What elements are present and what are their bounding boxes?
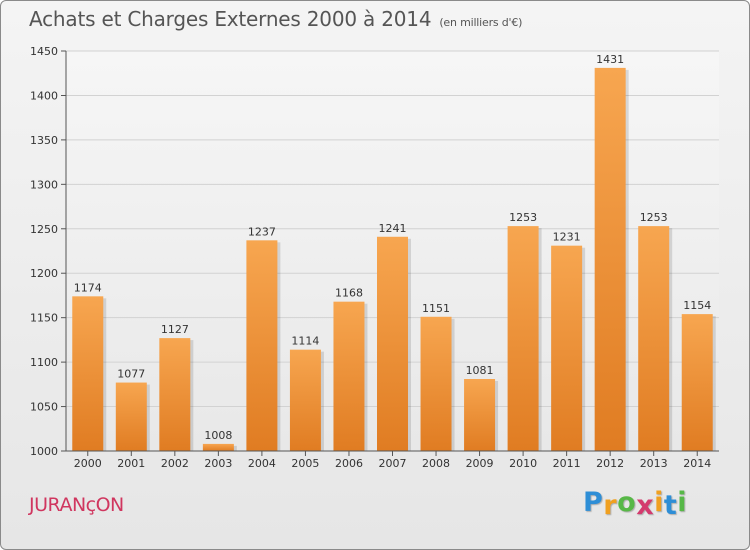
x-tick-label: 2010 bbox=[509, 457, 537, 470]
x-tick-label: 2008 bbox=[422, 457, 450, 470]
y-tick-label: 1350 bbox=[30, 134, 58, 147]
commune-name: JURANçON bbox=[29, 494, 124, 516]
chart-title: Achats et Charges Externes 2000 à 2014 (e… bbox=[29, 7, 522, 31]
y-tick-label: 1400 bbox=[30, 89, 58, 102]
bar-value-label: 1174 bbox=[74, 281, 102, 294]
y-tick-label: 1250 bbox=[30, 223, 58, 236]
logo-letter: o bbox=[617, 487, 637, 518]
bar bbox=[72, 296, 104, 451]
bar bbox=[115, 382, 147, 451]
bar-value-label: 1127 bbox=[161, 323, 189, 336]
chart-subtitle: (en milliers d'€) bbox=[439, 16, 523, 29]
proxiti-logo: Proxiti bbox=[583, 487, 688, 521]
bar bbox=[333, 301, 365, 451]
x-tick-label: 2002 bbox=[161, 457, 189, 470]
bar bbox=[551, 245, 583, 451]
y-tick-label: 1150 bbox=[30, 312, 58, 325]
logo-letter: t bbox=[663, 490, 678, 521]
x-tick-label: 2014 bbox=[683, 457, 711, 470]
data-labels: 1174 1077 1127 1008 1237 1114 1168 1241 1151 1081… bbox=[74, 53, 711, 442]
bar bbox=[594, 67, 626, 451]
y-tick-label: 1450 bbox=[30, 45, 58, 58]
logo-letter: x bbox=[636, 490, 655, 521]
bar-value-label: 1114 bbox=[291, 335, 319, 348]
chart-title-text: Achats et Charges Externes 2000 à 2014 bbox=[29, 7, 432, 31]
bar-value-label: 1253 bbox=[509, 211, 537, 224]
bars bbox=[72, 67, 713, 451]
bar-value-label: 1231 bbox=[553, 231, 581, 244]
bar-value-label: 1081 bbox=[466, 364, 494, 377]
y-tick-label: 1300 bbox=[30, 178, 58, 191]
axes: 1000 1050 1100 1150 1200 1250 1300 1350 1400 1450… bbox=[30, 45, 719, 470]
y-tick-label: 1000 bbox=[30, 445, 58, 458]
bar bbox=[507, 226, 539, 451]
bar bbox=[159, 338, 191, 451]
x-tick-label: 2001 bbox=[117, 457, 145, 470]
y-tick-label: 1200 bbox=[30, 267, 58, 280]
x-tick-label: 2000 bbox=[74, 457, 102, 470]
x-tick-label: 2012 bbox=[596, 457, 624, 470]
bar-value-label: 1151 bbox=[422, 302, 450, 315]
bar-value-label: 1008 bbox=[204, 429, 232, 442]
bar-value-label: 1154 bbox=[683, 299, 711, 312]
y-tick-label: 1050 bbox=[30, 401, 58, 414]
bar bbox=[202, 443, 234, 451]
bar-value-label: 1168 bbox=[335, 287, 363, 300]
bar bbox=[638, 226, 670, 451]
logo-letter: i bbox=[654, 487, 664, 518]
bar bbox=[289, 349, 321, 451]
bar bbox=[681, 314, 713, 451]
bar-value-label: 1241 bbox=[379, 222, 407, 235]
logo-letter: P bbox=[583, 487, 604, 518]
x-tick-label: 2011 bbox=[553, 457, 581, 470]
x-tick-label: 2004 bbox=[248, 457, 276, 470]
x-tick-label: 2007 bbox=[379, 457, 407, 470]
logo-letter: r bbox=[603, 490, 618, 521]
x-tick-label: 2009 bbox=[466, 457, 494, 470]
bar-value-label: 1253 bbox=[640, 211, 668, 224]
y-tick-label: 1100 bbox=[30, 356, 58, 369]
bar bbox=[246, 240, 278, 451]
bar-value-label: 1431 bbox=[596, 53, 624, 66]
x-tick-label: 2003 bbox=[204, 457, 232, 470]
bar bbox=[464, 379, 496, 451]
x-tick-label: 2013 bbox=[640, 457, 668, 470]
logo-letter: i bbox=[677, 487, 688, 518]
x-tick-label: 2006 bbox=[335, 457, 363, 470]
bar bbox=[377, 236, 408, 451]
bar-value-label: 1077 bbox=[117, 368, 145, 381]
bar-value-label: 1237 bbox=[248, 225, 276, 238]
bar bbox=[420, 316, 452, 451]
x-tick-label: 2005 bbox=[291, 457, 319, 470]
